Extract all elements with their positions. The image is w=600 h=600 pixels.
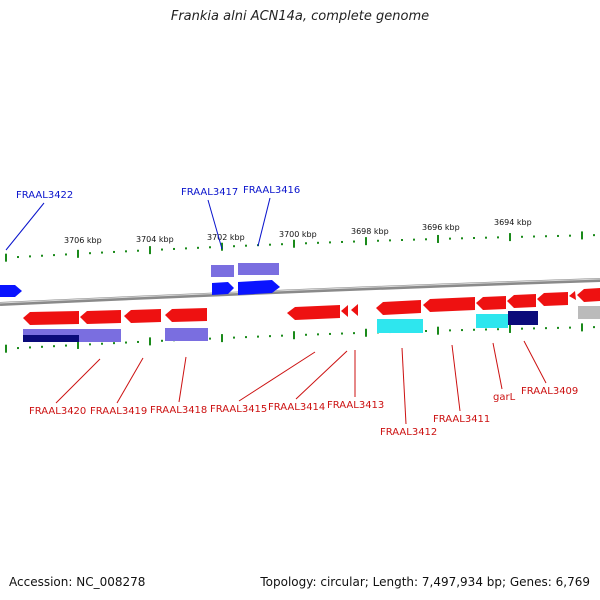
domain-bar[interactable]: [377, 319, 423, 333]
gene-label[interactable]: FRAAL3413: [327, 400, 384, 411]
domain-bar[interactable]: [165, 328, 208, 341]
domain-bar[interactable]: [476, 314, 508, 328]
map-title: Frankia alni ACN14a, complete genome: [170, 9, 430, 24]
domain-bar[interactable]: [578, 306, 600, 319]
gene-arrow-reverse[interactable]: [341, 305, 348, 317]
leader-line: [178, 356, 187, 403]
leader-line: [257, 197, 271, 247]
gene-arrow-reverse[interactable]: [537, 292, 568, 306]
gene-label[interactable]: FRAAL3422: [16, 190, 73, 201]
domain-bar[interactable]: [80, 329, 121, 342]
gene-arrow-reverse[interactable]: [124, 309, 161, 323]
topology-text: Topology: circular; Length: 7,497,934 bp…: [260, 575, 590, 589]
leader-line: [116, 357, 144, 404]
scale-label: 3700 kbp: [279, 230, 317, 239]
accession-text: Accession: NC_008278: [9, 575, 146, 589]
gene-label[interactable]: FRAAL3418: [150, 405, 207, 416]
gene-label[interactable]: FRAAL3419: [90, 406, 147, 417]
leader-line: [451, 344, 461, 412]
domain-bar[interactable]: [238, 263, 279, 275]
gene-label[interactable]: FRAAL3417: [181, 187, 238, 198]
scale-label: 3694 kbp: [494, 218, 532, 227]
gene-arrow-reverse[interactable]: [165, 308, 207, 322]
gene-arrow-reverse[interactable]: [23, 311, 79, 325]
genome-backbone: [0, 278, 600, 306]
gene-arrow-forward[interactable]: [238, 280, 280, 295]
scale-label: 3706 kbp: [64, 236, 102, 245]
scale-label: 3698 kbp: [351, 227, 389, 236]
gene-label[interactable]: garL: [493, 392, 516, 403]
gene-label[interactable]: FRAAL3414: [268, 402, 325, 413]
leader-line: [55, 358, 101, 404]
gene-arrow-reverse[interactable]: [577, 288, 600, 302]
gene-arrow-forward[interactable]: [0, 285, 22, 297]
scale-ticks-top: [5, 231, 595, 262]
gene-label[interactable]: FRAAL3411: [433, 414, 490, 425]
scale-label: 3704 kbp: [136, 235, 174, 244]
leader-line: [207, 199, 223, 250]
gene-label[interactable]: FRAAL3409: [521, 386, 578, 397]
domain-bar[interactable]: [508, 311, 538, 325]
leader-line: [295, 350, 348, 400]
gene-arrow-reverse[interactable]: [80, 310, 121, 324]
domain-bar[interactable]: [211, 265, 234, 277]
gene-arrow-reverse[interactable]: [476, 296, 506, 310]
gene-arrow-reverse[interactable]: [423, 297, 475, 312]
gene-arrow-reverse[interactable]: [507, 294, 536, 308]
domain-bar[interactable]: [23, 335, 79, 342]
leader-line: [401, 347, 407, 425]
gene-label[interactable]: FRAAL3412: [380, 427, 437, 438]
leader-line: [238, 351, 316, 402]
gene-arrow-forward[interactable]: [212, 282, 234, 295]
leader-line: [492, 342, 503, 390]
gene-arrow-reverse[interactable]: [287, 305, 340, 320]
gene-label[interactable]: FRAAL3420: [29, 406, 86, 417]
gene-arrow-reverse[interactable]: [351, 304, 358, 316]
gene-label[interactable]: FRAAL3416: [243, 185, 300, 196]
genome-backbone-highlight: [0, 278, 600, 304]
gene-arrow-reverse[interactable]: [376, 300, 421, 315]
leader-line: [523, 340, 547, 384]
scale-label: 3702 kbp: [207, 233, 245, 242]
leader-line: [5, 202, 45, 251]
scale-label: 3696 kbp: [422, 223, 460, 232]
gene-label[interactable]: FRAAL3415: [210, 404, 267, 415]
gene-arrow-reverse[interactable]: [569, 291, 576, 300]
